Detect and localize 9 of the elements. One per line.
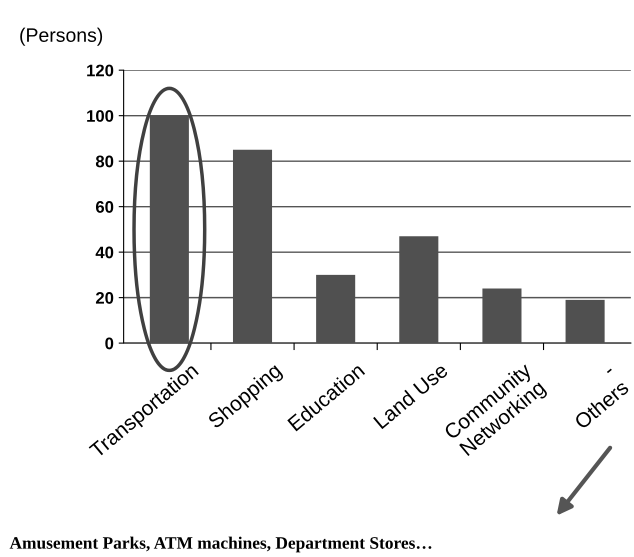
text: Amusement Parks, ATM machines, Department Stores… (10, 536, 432, 552)
y-tick-label: 100 (87, 110, 114, 122)
y-tick-label: 80 (96, 156, 114, 168)
y-tick-label: 40 (96, 246, 114, 258)
y-tick-label: 0 (105, 338, 114, 350)
y-tick-label: 120 (87, 64, 114, 76)
y-tick-label: 20 (96, 292, 114, 304)
y-axis-title: (Persons) (20, 28, 102, 46)
y-tick-label: 60 (96, 201, 114, 213)
